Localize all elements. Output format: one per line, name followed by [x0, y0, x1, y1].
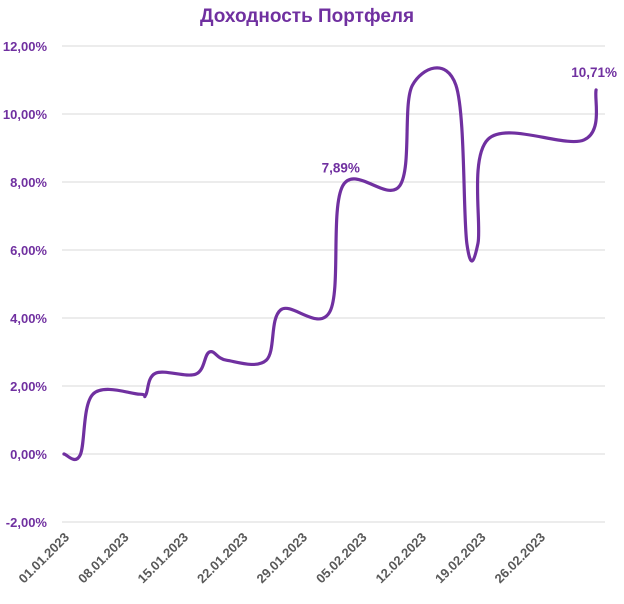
- x-tick-label: 12.02.2023: [372, 530, 429, 587]
- y-tick-label: 10,00%: [3, 107, 48, 122]
- gridlines: [62, 45, 605, 523]
- x-tick-label: 08.01.2023: [75, 530, 132, 587]
- y-tick-label: 2,00%: [10, 379, 47, 394]
- x-tick-label: 05.02.2023: [313, 530, 370, 587]
- y-tick-label: -2,00%: [6, 515, 48, 530]
- data-labels: 7,89% 10,71%: [322, 65, 617, 176]
- x-tick-label: 19.02.2023: [432, 530, 489, 587]
- x-axis-ticks: 01.01.2023 08.01.2023 15.01.2023 22.01.2023…: [15, 530, 548, 587]
- y-tick-label: 8,00%: [10, 175, 47, 190]
- data-label: 10,71%: [571, 65, 617, 80]
- y-tick-label: 6,00%: [10, 243, 47, 258]
- x-tick-label: 01.01.2023: [15, 530, 72, 587]
- x-tick-label: 29.01.2023: [253, 530, 310, 587]
- y-axis-ticks: -2,00% 0,00% 2,00% 4,00% 6,00% 8,00% 10,00% 12,…: [3, 39, 48, 530]
- y-tick-label: 0,00%: [10, 447, 47, 462]
- y-tick-label: 4,00%: [10, 311, 47, 326]
- x-tick-label: 26.02.2023: [491, 530, 548, 587]
- x-tick-label: 22.01.2023: [194, 530, 251, 587]
- chart-title: Доходность Портфеля: [200, 6, 414, 27]
- x-tick-label: 15.01.2023: [134, 530, 191, 587]
- portfolio-return-line: [62, 66, 599, 461]
- data-label: 7,89%: [322, 161, 360, 176]
- y-tick-label: 12,00%: [3, 39, 48, 54]
